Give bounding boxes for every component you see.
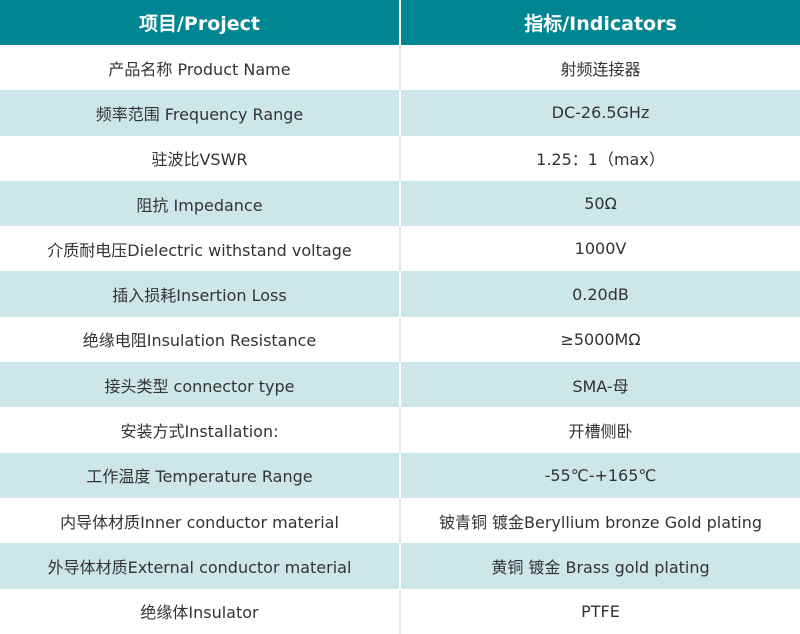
indicator-cell: 开槽侧卧 — [400, 407, 800, 453]
project-cell: 绝缘电阻Insulation Resistance — [0, 316, 401, 363]
table-row: 内导体材质Inner conductor material 铍青铜 镀金Beryl… — [0, 497, 800, 544]
indicator-cell: DC-26.5GHz — [400, 90, 800, 136]
project-cell: 产品名称 Product Name — [0, 45, 401, 91]
indicator-cell: 射频连接器 — [400, 45, 800, 91]
header-indicators: 指标/Indicators — [400, 0, 800, 45]
project-cell: 安装方式Installation: — [0, 407, 401, 453]
table-row: 插入损耗Insertion Loss 0.20dB — [0, 271, 800, 317]
indicator-cell: 1000V — [400, 226, 800, 272]
table-row: 频率范围 Frequency Range DC-26.5GHz — [0, 90, 800, 136]
project-cell: 接头类型 connector type — [0, 362, 401, 408]
table-row: 安装方式Installation: 开槽侧卧 — [0, 407, 800, 453]
indicator-cell: 1.25：1（max） — [400, 135, 800, 181]
table-row: 阻抗 Impedance 50Ω — [0, 180, 800, 227]
project-cell: 外导体材质External conductor material — [0, 543, 401, 589]
table-row: 绝缘电阻Insulation Resistance ≥5000MΩ — [0, 316, 800, 363]
table-row: 外导体材质External conductor material 黄铜 镀金 Br… — [0, 543, 800, 589]
project-cell: 阻抗 Impedance — [0, 180, 401, 227]
indicator-cell: 黄铜 镀金 Brass gold plating — [400, 543, 800, 589]
indicator-cell: PTFE — [400, 588, 800, 634]
table-row: 工作温度 Temperature Range -55℃-+165℃ — [0, 452, 800, 498]
table-row: 介质耐电压Dielectric withstand voltage 1000V — [0, 226, 800, 272]
project-cell: 频率范围 Frequency Range — [0, 90, 401, 136]
table-row: 驻波比VSWR 1.25：1（max） — [0, 135, 800, 181]
header-row: 项目/Project 指标/Indicators — [0, 0, 800, 45]
indicator-cell: 50Ω — [400, 180, 800, 227]
indicator-cell: ≥5000MΩ — [400, 316, 800, 363]
project-cell: 绝缘体Insulator — [0, 588, 401, 634]
table-row: 接头类型 connector type SMA-母 — [0, 362, 800, 408]
table-row: 产品名称 Product Name 射频连接器 — [0, 45, 800, 91]
project-cell: 内导体材质Inner conductor material — [0, 497, 401, 544]
table-row: 绝缘体Insulator PTFE — [0, 588, 800, 634]
project-cell: 插入损耗Insertion Loss — [0, 271, 401, 317]
project-cell: 介质耐电压Dielectric withstand voltage — [0, 226, 401, 272]
indicator-cell: 铍青铜 镀金Beryllium bronze Gold plating — [400, 497, 800, 544]
project-cell: 驻波比VSWR — [0, 135, 401, 181]
header-project: 项目/Project — [0, 0, 401, 45]
indicator-cell: SMA-母 — [400, 362, 800, 408]
project-cell: 工作温度 Temperature Range — [0, 452, 401, 498]
indicator-cell: -55℃-+165℃ — [400, 452, 800, 498]
indicator-cell: 0.20dB — [400, 271, 800, 317]
